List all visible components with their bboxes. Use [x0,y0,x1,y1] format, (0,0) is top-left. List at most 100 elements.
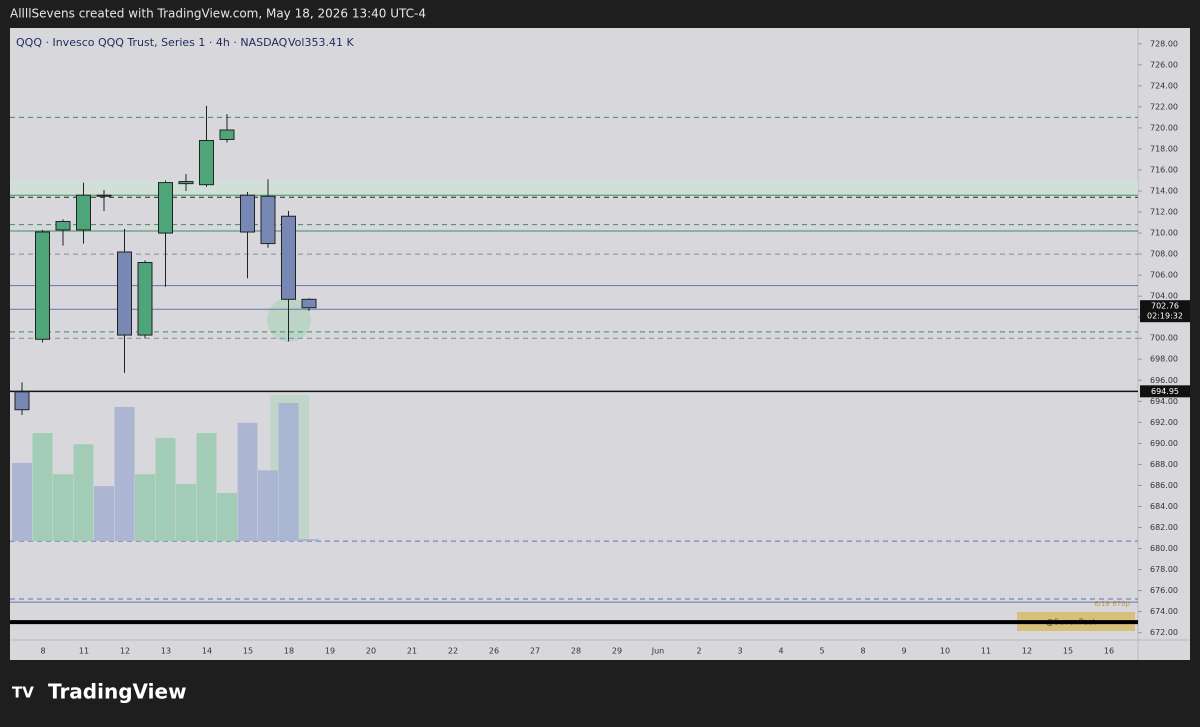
y-tick-label: 726.00 [1150,60,1178,69]
y-tick-label: 678.00 [1150,565,1178,574]
volume-bar [32,432,53,541]
y-tick-label: 710.00 [1150,229,1178,238]
volume-bar [114,406,135,541]
y-tick-label: 716.00 [1150,165,1178,174]
x-tick-label: 11 [981,647,991,656]
candle-body [35,231,50,340]
x-tick-label: 19 [325,647,335,656]
y-tick-label: 728.00 [1150,39,1178,48]
candle-body [14,391,30,411]
y-tick-label: 672.00 [1150,628,1178,637]
y-tick-label: 722.00 [1150,102,1178,111]
line-price-label: 694.95 [1151,387,1179,396]
candle-body [240,194,255,233]
y-tick-label: 694.00 [1150,397,1178,406]
x-tick-label: 29 [612,647,622,656]
y-tick-label: 724.00 [1150,81,1178,90]
candle-body [158,182,173,234]
x-tick-label: 21 [407,647,417,656]
volume-bar [94,486,114,541]
x-tick-label: 16 [1104,647,1114,656]
attribution: AllllSevens created with TradingView.com… [10,7,426,21]
x-tick-label: 26 [489,647,499,656]
chart-title: QQQ · Invesco QQQ Trust, Series 1 · 4h ·… [16,36,288,49]
candle-body [219,129,235,140]
volume-bar [53,474,73,541]
y-tick-label: 700.00 [1150,334,1178,343]
x-tick-label: 20 [366,647,376,656]
logo-mark: TV [12,684,34,702]
x-tick-label: 28 [571,647,581,656]
last-price-box [1140,300,1190,323]
x-tick-label: 4 [778,647,783,656]
y-tick-label: 696.00 [1150,376,1178,385]
candle-body [281,215,296,300]
x-tick-label: 3 [737,647,742,656]
y-tick-label: 718.00 [1150,144,1178,153]
volume-bar [155,438,176,541]
x-tick-label: 14 [202,647,212,656]
footer-logo: TV TradingView [12,680,187,704]
y-tick-label: 712.00 [1150,208,1178,217]
x-tick-label: 27 [530,647,540,656]
countdown-label: 02:19:32 [1147,312,1183,321]
x-tick-label: 5 [819,647,824,656]
candle-body [199,140,214,186]
y-tick-label: 698.00 [1150,355,1178,364]
volume-bar [135,474,155,541]
x-tick-label: 15 [243,647,253,656]
footer-brand: TradingView [48,680,187,704]
zone [10,180,1138,198]
last-price-label: 702.76 [1151,302,1179,311]
candle-body [301,298,317,309]
x-tick-label: 8 [860,647,865,656]
x-tick-label: 11 [79,647,89,656]
candle-body [55,220,71,231]
candle-body [96,194,112,197]
volume-bar [73,444,94,541]
x-tick-label: 13 [161,647,171,656]
y-tick-label: 708.00 [1150,250,1178,259]
x-tick-label: 2 [696,647,701,656]
y-tick-label: 674.00 [1150,607,1178,616]
volume-bar [12,462,32,541]
candle-body [178,181,194,185]
annotation: 6/18 670p [1094,600,1130,608]
x-tick-label: 18 [284,647,294,656]
volume-bar [217,492,237,541]
volume-label: Vol353.41 K [288,36,354,49]
candle-body [260,195,276,245]
line-price-box [1140,385,1190,398]
volume-bar [196,432,217,541]
y-tick-label: 706.00 [1150,271,1178,280]
candle-body [76,194,91,231]
x-tick-label: 22 [448,647,458,656]
y-tick-label: 720.00 [1150,123,1178,132]
x-tick-label: 10 [940,647,950,656]
y-tick-label: 676.00 [1150,586,1178,595]
y-tick-label: 688.00 [1150,460,1178,469]
y-tick-label: 692.00 [1150,418,1178,427]
x-tick-label: 12 [1022,647,1032,656]
volume-bar [176,483,196,541]
x-tick-label: 12 [120,647,130,656]
volume-bar [237,422,258,541]
y-tick-label: 682.00 [1150,523,1178,532]
x-tick-label: 15 [1063,647,1073,656]
volume-bar [299,539,319,541]
candle-body [137,262,153,336]
x-tick-label: 8 [40,647,45,656]
volume-bar [258,470,278,541]
x-tick-label: 9 [901,647,906,656]
y-tick-label: 690.00 [1150,439,1178,448]
volume-bar [278,403,299,541]
candle-body [117,251,132,336]
x-tick-label: Jun [651,647,665,656]
y-tick-label: 680.00 [1150,544,1178,553]
y-tick-label: 684.00 [1150,502,1178,511]
y-tick-label: 714.00 [1150,186,1178,195]
plot-background [10,28,1190,660]
y-tick-label: 686.00 [1150,481,1178,490]
